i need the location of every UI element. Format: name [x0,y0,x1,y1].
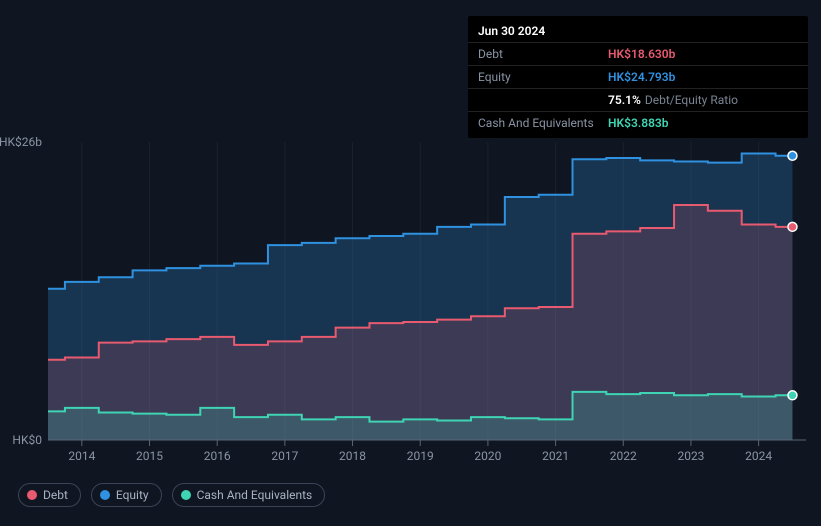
x-axis-label: 2018 [339,449,366,463]
chart-container: HK$0 HK$26b 2014 2015 2016 2017 2018 2019 2020 20… [0,0,821,526]
x-axis-label: 2019 [407,449,434,463]
tooltip-row-label: Debt [478,47,608,61]
x-axis-label: 2020 [474,449,501,463]
tooltip-row-value: 75.1% [608,93,641,107]
x-axis-label: 2014 [68,449,95,463]
x-axis-label: 2022 [610,449,637,463]
legend-item-debt[interactable]: Debt [18,483,81,507]
tooltip-row-extra: Debt/Equity Ratio [645,93,738,107]
legend-item-label: Cash And Equivalents [197,488,313,502]
x-axis-label: 2016 [204,449,231,463]
y-axis-label: HK$26b [0,135,42,149]
y-axis-label: HK$0 [12,433,42,447]
tooltip-row-label: Equity [478,70,608,84]
legend-item-label: Debt [43,488,68,502]
tooltip-row-value: HK$18.630b [608,47,675,61]
legend-item-cash[interactable]: Cash And Equivalents [172,483,326,507]
x-axis-label: 2015 [136,449,163,463]
legend-item-label: Equity [116,488,149,502]
legend-dot-icon [100,490,110,500]
x-axis-label: 2024 [745,449,772,463]
legend-dot-icon [181,490,191,500]
legend-dot-icon [27,490,37,500]
tooltip-row: EquityHK$24.793b [468,65,808,88]
tooltip-row: 75.1% Debt/Equity Ratio [468,88,808,111]
tooltip-row-value: HK$24.793b [608,70,675,84]
chart-legend: Debt Equity Cash And Equivalents [18,483,325,507]
chart-tooltip: Jun 30 2024 DebtHK$18.630bEquityHK$24.79… [468,16,808,138]
tooltip-row-label: Cash And Equivalents [478,116,608,130]
tooltip-row-label [478,93,608,107]
tooltip-row-value: HK$3.883b [608,116,669,130]
tooltip-row: DebtHK$18.630b [468,42,808,65]
x-axis-label: 2017 [271,449,298,463]
tooltip-row: Cash And EquivalentsHK$3.883b [468,111,808,134]
legend-item-equity[interactable]: Equity [91,483,162,507]
x-axis-label: 2023 [677,449,704,463]
x-axis-label: 2021 [542,449,569,463]
tooltip-title: Jun 30 2024 [468,22,808,42]
